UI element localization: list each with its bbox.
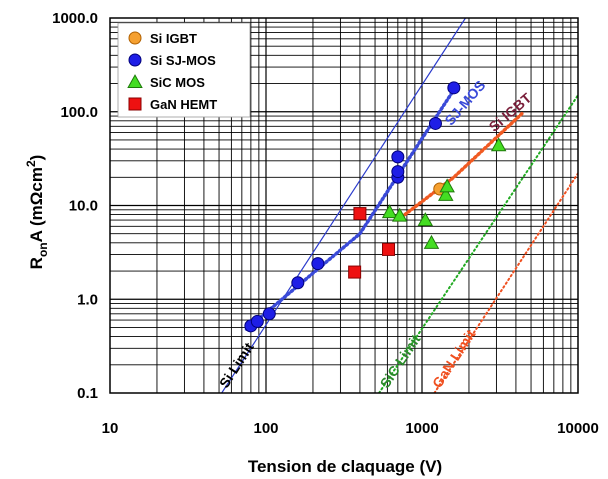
data-point <box>423 234 440 249</box>
x-tick-label: 100 <box>253 420 278 437</box>
data-point <box>447 81 461 95</box>
y-tick-label: 100.0 <box>60 104 98 121</box>
x-axis-title: Tension de claquage (V) <box>248 457 442 476</box>
y-axis-title-mid: A (mΩcm <box>27 167 46 242</box>
data-point <box>311 257 325 271</box>
plot-frame <box>109 17 579 394</box>
legend-marker <box>128 53 142 67</box>
data-point <box>291 276 305 290</box>
reference-line <box>378 94 578 393</box>
y-tick-label: 0.1 <box>77 385 98 402</box>
line-label: GaN Limit <box>429 326 479 390</box>
line-label: SiC Limit <box>377 331 424 391</box>
x-tick-label: 10 <box>102 420 119 437</box>
y-tick-label: 1.0 <box>77 291 98 308</box>
data-point <box>382 242 396 256</box>
legend-label: Si IGBT <box>150 31 197 46</box>
reference-line <box>396 110 526 222</box>
legend-marker <box>127 74 143 89</box>
legend-label: GaN HEMT <box>150 97 217 112</box>
x-tick-label: 1000 <box>405 420 438 437</box>
legend-label: Si SJ-MOS <box>150 53 216 68</box>
legend: Si IGBT Si SJ-MOS SiC MOS GaN HEMT <box>117 22 251 118</box>
reference-line <box>244 81 460 331</box>
data-point <box>348 265 362 279</box>
data-point <box>381 204 398 219</box>
y-axis-title-sub: on <box>36 242 50 257</box>
legend-marker <box>128 31 142 45</box>
data-point <box>262 307 276 321</box>
data-point <box>428 116 442 130</box>
data-point <box>438 186 454 201</box>
tick-labels: 10 100 1000 10000 0.1 1.0 10.0 100.0 1000.0 <box>52 10 599 437</box>
y-tick-label: 1000.0 <box>52 10 98 27</box>
data-point <box>391 207 408 222</box>
data-point <box>250 314 264 328</box>
data-point <box>391 165 405 179</box>
reference-line <box>433 172 578 393</box>
legend-label: SiC MOS <box>150 75 205 90</box>
reference-line <box>221 18 467 393</box>
data-point <box>353 207 367 221</box>
y-axis-title: RonA (mΩcm2) <box>24 155 50 270</box>
x-tick-label: 10000 <box>557 420 599 437</box>
data-point <box>417 212 434 227</box>
data-point <box>391 150 405 164</box>
data-points <box>244 81 507 333</box>
reference-lines <box>221 18 578 393</box>
y-tick-label: 10.0 <box>69 198 98 215</box>
y-axis-title-end: ) <box>27 155 46 161</box>
y-axis-title-base: R <box>27 257 46 269</box>
data-point <box>490 137 507 152</box>
legend-marker <box>128 97 142 111</box>
y-axis-title-sup: 2 <box>24 160 38 167</box>
data-point <box>439 178 455 193</box>
